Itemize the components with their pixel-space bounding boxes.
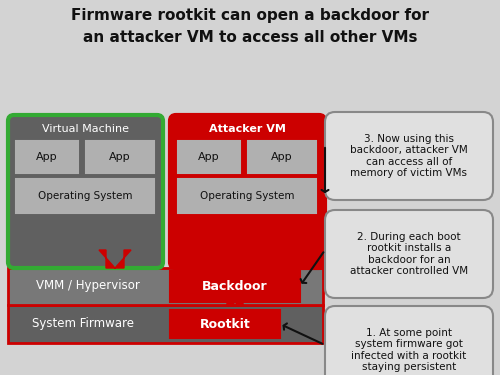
Bar xyxy=(178,141,240,173)
Bar xyxy=(248,141,316,173)
Text: App: App xyxy=(271,152,293,162)
Text: App: App xyxy=(36,152,58,162)
Text: App: App xyxy=(198,152,220,162)
FancyBboxPatch shape xyxy=(170,115,325,268)
Text: Rootkit: Rootkit xyxy=(200,318,250,330)
Text: 2. During each boot
rootkit installs a
backdoor for an
attacker controlled VM: 2. During each boot rootkit installs a b… xyxy=(350,232,468,276)
Text: Backdoor: Backdoor xyxy=(202,279,268,292)
Bar xyxy=(170,271,300,302)
Text: System Firmware: System Firmware xyxy=(32,318,134,330)
Bar xyxy=(8,305,323,343)
Polygon shape xyxy=(221,290,249,305)
Text: 3. Now using this
backdoor, attacker VM
can access all of
memory of victim VMs: 3. Now using this backdoor, attacker VM … xyxy=(350,134,468,178)
Bar xyxy=(170,310,280,338)
Text: Operating System: Operating System xyxy=(38,191,132,201)
Polygon shape xyxy=(99,250,131,268)
Text: Attacker VM: Attacker VM xyxy=(208,124,286,134)
Text: Firmware rootkit can open a backdoor for: Firmware rootkit can open a backdoor for xyxy=(71,8,429,23)
FancyBboxPatch shape xyxy=(325,306,493,375)
FancyBboxPatch shape xyxy=(325,112,493,200)
Text: an attacker VM to access all other VMs: an attacker VM to access all other VMs xyxy=(83,30,417,45)
Text: App: App xyxy=(109,152,131,162)
Bar xyxy=(86,141,154,173)
Bar xyxy=(178,179,316,213)
Text: VMM / Hypervisor: VMM / Hypervisor xyxy=(36,279,140,292)
Text: 1. At some point
system firmware got
infected with a rootkit
staying persistent: 1. At some point system firmware got inf… xyxy=(352,328,467,372)
FancyBboxPatch shape xyxy=(325,210,493,298)
Text: Operating System: Operating System xyxy=(200,191,294,201)
Polygon shape xyxy=(233,256,261,271)
Bar xyxy=(16,179,154,213)
Bar xyxy=(16,141,78,173)
FancyBboxPatch shape xyxy=(8,115,163,268)
Text: Virtual Machine: Virtual Machine xyxy=(42,124,128,134)
Bar xyxy=(8,268,323,305)
